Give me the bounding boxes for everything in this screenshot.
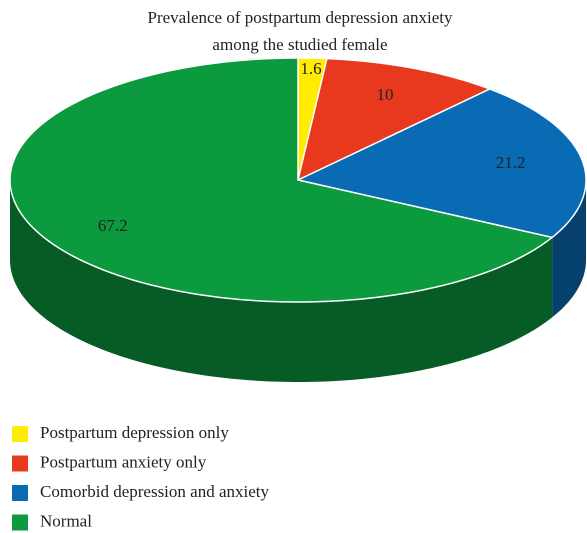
slice-side — [10, 180, 553, 382]
data-label: 67.2 — [98, 216, 128, 235]
legend-swatch — [12, 485, 28, 501]
chart-title: Prevalence of postpartum depression anxi… — [147, 8, 453, 54]
legend-label: Postpartum depression only — [40, 423, 229, 442]
legend-swatch — [12, 514, 28, 531]
slice — [9, 57, 554, 303]
slice-side — [552, 180, 586, 318]
slice — [295, 88, 587, 239]
legend-label: Postpartum anxiety only — [40, 452, 207, 471]
data-label: 10 — [377, 85, 394, 104]
legend-label: Normal — [40, 511, 92, 530]
legend-swatch — [12, 455, 28, 472]
legend-label: Comorbid depression and anxiety — [40, 482, 269, 501]
legend-swatch — [12, 426, 28, 442]
data-label: 21.2 — [496, 153, 526, 172]
data-label: 1.6 — [300, 59, 321, 78]
slice — [296, 57, 492, 182]
